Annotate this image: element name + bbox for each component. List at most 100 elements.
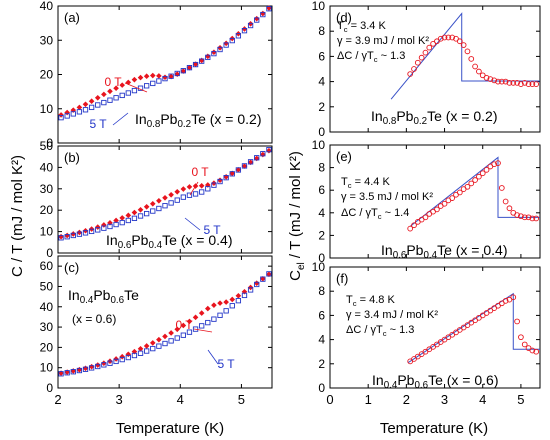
data-point [472,177,478,183]
data-point [414,59,421,66]
panel-label: (a) [64,10,80,25]
annotation: In0.4Pb0.6Te [68,287,139,306]
data-point [101,225,107,231]
data-point [449,34,456,41]
data-point [76,367,83,374]
panel-label: (b) [64,150,80,165]
data-point [483,74,490,81]
data-point [144,348,150,354]
data-point [502,78,509,85]
data-point [150,345,156,352]
data-point [82,366,89,372]
data-point [162,203,168,209]
data-point [180,68,186,74]
data-point [70,111,76,117]
data-point [449,195,456,201]
annotation: (x = 0.6) [72,312,116,326]
data-point [168,73,174,79]
data-point [64,232,70,239]
y-tick-label: 0 [318,381,325,395]
data-point [235,33,242,39]
data-point [144,83,150,89]
data-point [205,319,211,326]
data-point [495,160,501,166]
data-point [64,234,70,240]
data-point [107,97,113,103]
annotation: In0.4Pb0.6Te (x = 0.6) [372,372,498,391]
data-point [217,312,223,318]
data-point [149,72,156,79]
data-point [266,271,272,278]
x-tick-label: 5 [517,392,524,407]
x-tick-label: 5 [238,392,245,407]
data-point [58,371,64,377]
data-point [113,95,119,101]
data-point [217,177,223,184]
data-point [514,318,520,325]
data-point [192,61,199,68]
data-point [502,298,509,304]
data-point [211,316,217,322]
y-tick-label: 10 [312,0,326,13]
data-point [101,91,107,98]
data-point [131,87,138,94]
data-point [64,370,70,376]
data-point [254,281,260,288]
data-point [217,46,223,53]
annotation: Tc = 3.4 K [337,20,386,34]
data-point [525,214,532,221]
data-point [174,188,181,195]
data-point [180,68,187,74]
data-point [107,360,113,366]
left-x-axis-label: Temperature (K) [116,420,224,437]
data-point [235,167,242,173]
data-point [156,205,162,212]
data-point [491,77,498,84]
data-point [422,214,429,221]
data-point [247,287,254,293]
panel-f-frame [329,266,541,389]
data-point [119,219,125,226]
data-point [533,348,540,355]
callout-leader [189,181,199,196]
data-point [107,88,113,95]
data-point [131,215,138,221]
annotation: γ = 3.4 mJ / mol K² [346,309,438,321]
y-tick-label: 30 [40,182,54,196]
data-point [518,81,524,87]
right-y-axis-label: Cel / T (mJ / mol K²) [287,151,307,281]
data-point [76,231,83,237]
x-tick-label: 4 [479,392,486,407]
data-point [464,48,471,55]
data-point [82,365,89,372]
data-point [426,44,433,51]
data-point [186,192,193,198]
right-x-axis-label: Temperature (K) [380,420,488,437]
data-point [229,37,235,44]
data-point [137,206,144,213]
series-5T [58,271,272,377]
annotation: In0.8Pb0.2Te (x = 0.2) [135,111,261,130]
y-tick-label: 4 [318,206,325,220]
annotation: γ = 3.9 mJ / mol K² [337,35,429,47]
data-point [113,358,119,365]
y-tick-label: 30 [40,33,54,47]
y-tick-label: 40 [40,0,54,13]
y-tick-label: 6 [318,308,325,322]
data-point [529,81,536,87]
data-point [223,42,229,48]
annotation: ΔC / γTc ~ 1.3 [337,50,405,64]
data-point [95,227,101,233]
series-0 [407,294,540,365]
data-point [180,194,186,200]
annotation: 0 T [175,318,193,332]
data-point [441,34,448,41]
data-point [119,215,125,221]
data-point [174,197,180,203]
x-tick-label: 1 [365,392,372,407]
data-point [418,54,425,61]
data-point [211,182,217,188]
x-tick-label: 2 [54,392,61,407]
